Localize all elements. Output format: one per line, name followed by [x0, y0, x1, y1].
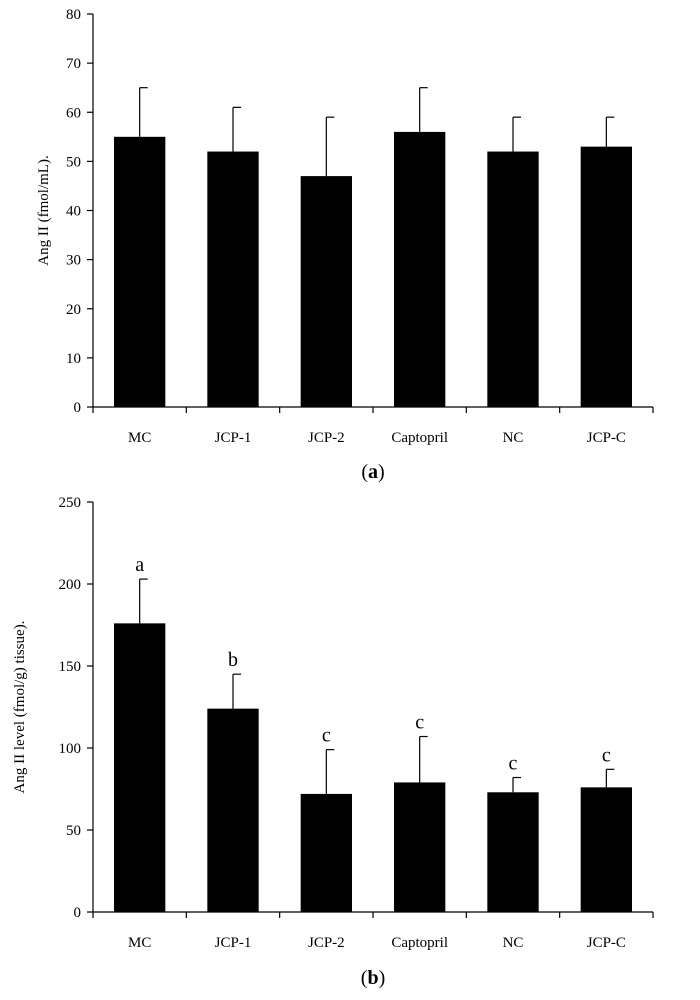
panel-a-y-tick-label: 50	[66, 154, 81, 170]
panel-b-category-label: JCP-C	[587, 935, 626, 951]
panel-a-panel-label: (a)	[361, 461, 384, 483]
panel-b-category-label: JCP-2	[308, 935, 345, 951]
panel-b-bar-jcp-2	[300, 793, 352, 912]
panel-b-y-tick-label: 150	[59, 659, 82, 675]
panel-a-y-tick-label: 30	[66, 253, 81, 269]
panel-a-bar-jcp-1	[207, 151, 259, 407]
panel-b-y-axis-title: Ang II level (fmol/g) tissue).	[12, 621, 28, 794]
panel-b-significance-label: b	[228, 649, 238, 671]
panel-b-bar-jcp-c	[580, 787, 632, 912]
panel-a-y-tick-label: 10	[66, 351, 81, 367]
panel-b-y-tick-label: 250	[59, 495, 82, 511]
panel-a-y-tick-label: 80	[66, 7, 81, 23]
panel-b-category-label: Captopril	[391, 935, 448, 951]
panel-a-y-tick-label: 20	[66, 302, 81, 318]
panel-b-y-tick-label: 0	[74, 905, 82, 921]
panel-b-category-label: JCP-1	[215, 935, 252, 951]
panel-b-significance-label: c	[322, 725, 331, 747]
panel-a-category-label: JCP-2	[308, 430, 345, 446]
panel-b-y-tick-label: 50	[66, 823, 81, 839]
panel-b-significance-label: a	[135, 554, 144, 576]
panel-b-significance-label: c	[602, 744, 611, 766]
panel-a-y-tick-label: 40	[66, 204, 81, 220]
panel-a-category-label: JCP-1	[215, 430, 252, 446]
panel-b-bar-jcp-1	[207, 708, 259, 912]
panel-a-category-label: Captopril	[391, 430, 448, 446]
panel-b-bar-nc	[487, 792, 539, 912]
panel-b-category-label: MC	[128, 935, 151, 951]
panel-b-panel-label: (b)	[361, 967, 385, 989]
panel-b-y-tick-label: 200	[59, 577, 82, 593]
panel-a-bar-mc	[114, 136, 166, 407]
panel-a-y-tick-label: 60	[66, 105, 81, 121]
panel-b-significance-label: c	[509, 753, 518, 775]
panel-a-y-tick-label: 0	[74, 400, 82, 416]
panel-a-category-label: NC	[503, 430, 524, 446]
panel-a-category-label: JCP-C	[587, 430, 626, 446]
panel-b-category-label: NC	[503, 935, 524, 951]
panel-a-y-axis-title: Ang II (fmol/mL).	[36, 155, 52, 265]
panel-b-bar-mc	[114, 623, 166, 912]
panel-a-bar-jcp-2	[300, 176, 352, 407]
chart-panel-a: 0 10 20 30 40 50 60 70 80 MC JCP-1 JCP-2 Captopril NC…	[36, 7, 654, 483]
panel-a-bar-jcp-c	[580, 146, 632, 407]
panel-a-bar-captopril	[394, 131, 446, 407]
panel-a-category-label: MC	[128, 430, 151, 446]
panel-b-y-tick-label: 100	[59, 741, 82, 757]
panel-b-bar-captopril	[394, 782, 446, 912]
panel-a-bar-nc	[487, 151, 539, 407]
chart-panel-b: 0 50 100 150 200 250 a MC b JCP-1 c JCP-2 c Captopril…	[12, 495, 654, 989]
panel-b-significance-label: c	[415, 712, 424, 734]
panel-a-y-tick-label: 70	[66, 56, 81, 72]
